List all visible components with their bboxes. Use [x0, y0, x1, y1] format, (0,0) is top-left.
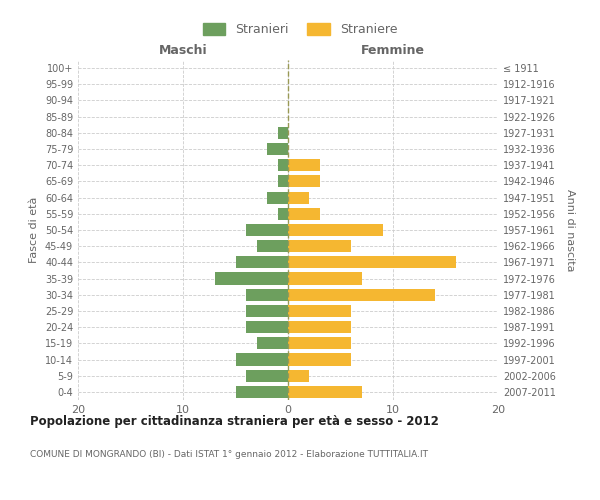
Bar — [246, 305, 288, 317]
Bar — [288, 272, 361, 284]
Bar — [288, 240, 351, 252]
Bar — [246, 288, 288, 301]
Text: Femmine: Femmine — [361, 44, 425, 57]
Bar — [267, 192, 288, 203]
Bar — [288, 224, 383, 236]
Bar — [277, 159, 288, 172]
Bar — [288, 192, 309, 203]
Text: COMUNE DI MONGRANDO (BI) - Dati ISTAT 1° gennaio 2012 - Elaborazione TUTTITALIA.: COMUNE DI MONGRANDO (BI) - Dati ISTAT 1°… — [30, 450, 428, 459]
Text: Popolazione per cittadinanza straniera per età e sesso - 2012: Popolazione per cittadinanza straniera p… — [30, 415, 439, 428]
Bar — [288, 208, 320, 220]
Bar — [288, 338, 351, 349]
Bar — [246, 321, 288, 333]
Bar — [215, 272, 288, 284]
Bar — [246, 370, 288, 382]
Bar — [288, 256, 456, 268]
Bar — [288, 354, 351, 366]
Bar — [288, 370, 309, 382]
Bar — [267, 143, 288, 155]
Bar — [277, 176, 288, 188]
Bar — [257, 338, 288, 349]
Bar — [288, 386, 361, 398]
Bar — [288, 321, 351, 333]
Text: Maschi: Maschi — [158, 44, 208, 57]
Legend: Stranieri, Straniere: Stranieri, Straniere — [199, 18, 401, 40]
Bar — [288, 305, 351, 317]
Bar — [277, 208, 288, 220]
Bar — [288, 159, 320, 172]
Bar — [277, 127, 288, 139]
Bar — [257, 240, 288, 252]
Bar — [288, 288, 435, 301]
Y-axis label: Fasce di età: Fasce di età — [29, 197, 39, 263]
Y-axis label: Anni di nascita: Anni di nascita — [565, 188, 575, 271]
Bar — [246, 224, 288, 236]
Bar — [288, 176, 320, 188]
Bar — [235, 386, 288, 398]
Bar — [235, 354, 288, 366]
Bar — [235, 256, 288, 268]
